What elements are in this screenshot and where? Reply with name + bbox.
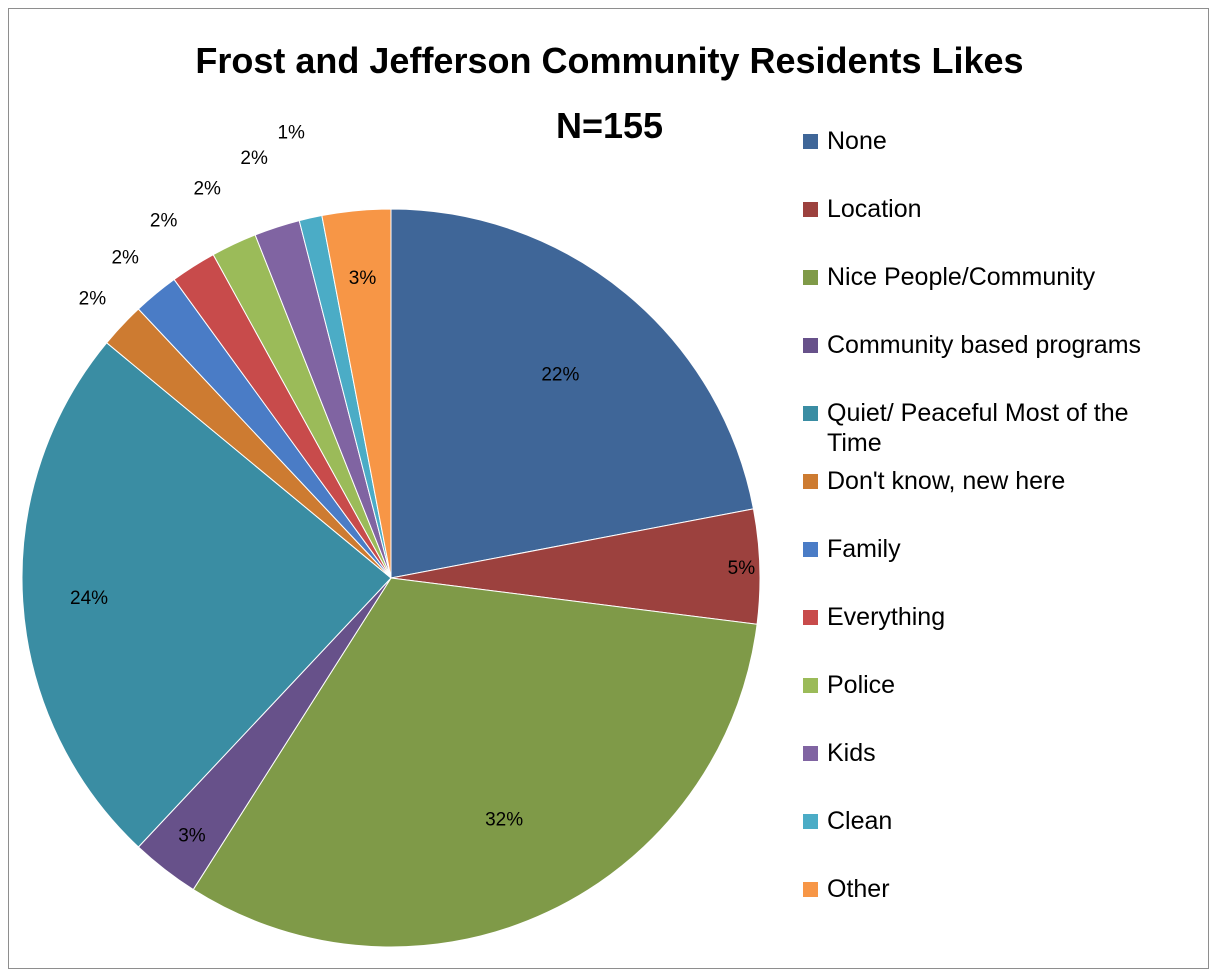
pie-slice-0 — [390, 208, 755, 579]
legend-item-3: Community based programs — [803, 330, 1197, 360]
pie-slice-label-8: 2% — [193, 178, 221, 199]
chart-title-block: Frost and Jefferson Community Residents … — [9, 9, 1210, 169]
pie-slice-label-6: 2% — [111, 248, 139, 269]
pie-slice-label-11: 3% — [349, 268, 377, 289]
pie-chart: 22%5%32%3%24%2%2%2%2%2%1%3% — [21, 122, 761, 948]
legend-label-9: Kids — [827, 739, 876, 767]
pie-slice-label-3: 3% — [178, 826, 206, 847]
legend-item-11: Other — [803, 874, 1197, 904]
legend-swatch-8 — [803, 678, 818, 693]
legend-swatch-6 — [803, 542, 818, 557]
legend-label-11: Other — [827, 875, 890, 903]
legend-swatch-4 — [803, 406, 818, 421]
legend-label-4: Quiet/ Peaceful Most of the Time — [827, 399, 1129, 457]
legend-swatch-9 — [803, 746, 818, 761]
legend-item-10: Clean — [803, 806, 1197, 836]
pie-slice-label-1: 5% — [728, 558, 756, 579]
legend-item-2: Nice People/Community — [803, 262, 1197, 292]
legend-item-1: Location — [803, 194, 1197, 224]
chart-title: Frost and Jefferson Community Residents … — [195, 40, 1024, 81]
pie-slice-label-7: 2% — [150, 211, 178, 232]
legend-swatch-0 — [803, 134, 818, 149]
legend-item-8: Police — [803, 670, 1197, 700]
legend-item-7: Everything — [803, 602, 1197, 632]
legend-swatch-3 — [803, 338, 818, 353]
legend-swatch-7 — [803, 610, 818, 625]
legend-item-4: Quiet/ Peaceful Most of the Time — [803, 398, 1172, 458]
legend-label-10: Clean — [827, 807, 893, 835]
pie-slice-label-0: 22% — [541, 364, 579, 385]
legend-item-6: Family — [803, 534, 1197, 564]
pie-slice-2 — [192, 577, 758, 948]
pie-slice-label-10: 1% — [277, 122, 305, 143]
pie-slice-11 — [321, 208, 392, 579]
legend-label-6: Family — [827, 535, 901, 563]
legend-swatch-11 — [803, 882, 818, 897]
legend-swatch-2 — [803, 270, 818, 285]
legend-item-9: Kids — [803, 738, 1197, 768]
pie-slice-label-2: 32% — [485, 809, 523, 830]
legend-label-5: Don't know, new here — [827, 467, 1066, 495]
legend-label-0: None — [827, 127, 887, 155]
pie-slice-label-9: 2% — [240, 148, 268, 169]
legend-label-8: Police — [827, 671, 896, 699]
legend-label-1: Location — [827, 195, 922, 223]
legend-item-0: None — [803, 126, 1197, 156]
chart-frame: Frost and Jefferson Community Residents … — [8, 8, 1209, 969]
legend-label-2: Nice People/Community — [827, 263, 1096, 291]
chart-subtitle: N=155 — [555, 105, 664, 146]
legend-label-3: Community based programs — [827, 331, 1142, 359]
legend-label-7: Everything — [827, 603, 946, 631]
pie-slice-label-4: 24% — [70, 588, 108, 609]
legend-swatch-10 — [803, 814, 818, 829]
pie-slice-label-5: 2% — [79, 289, 107, 310]
legend-swatch-5 — [803, 474, 818, 489]
legend-swatch-1 — [803, 202, 818, 217]
pie-slice-4 — [21, 342, 392, 848]
legend-item-5: Don't know, new here — [803, 466, 1197, 496]
